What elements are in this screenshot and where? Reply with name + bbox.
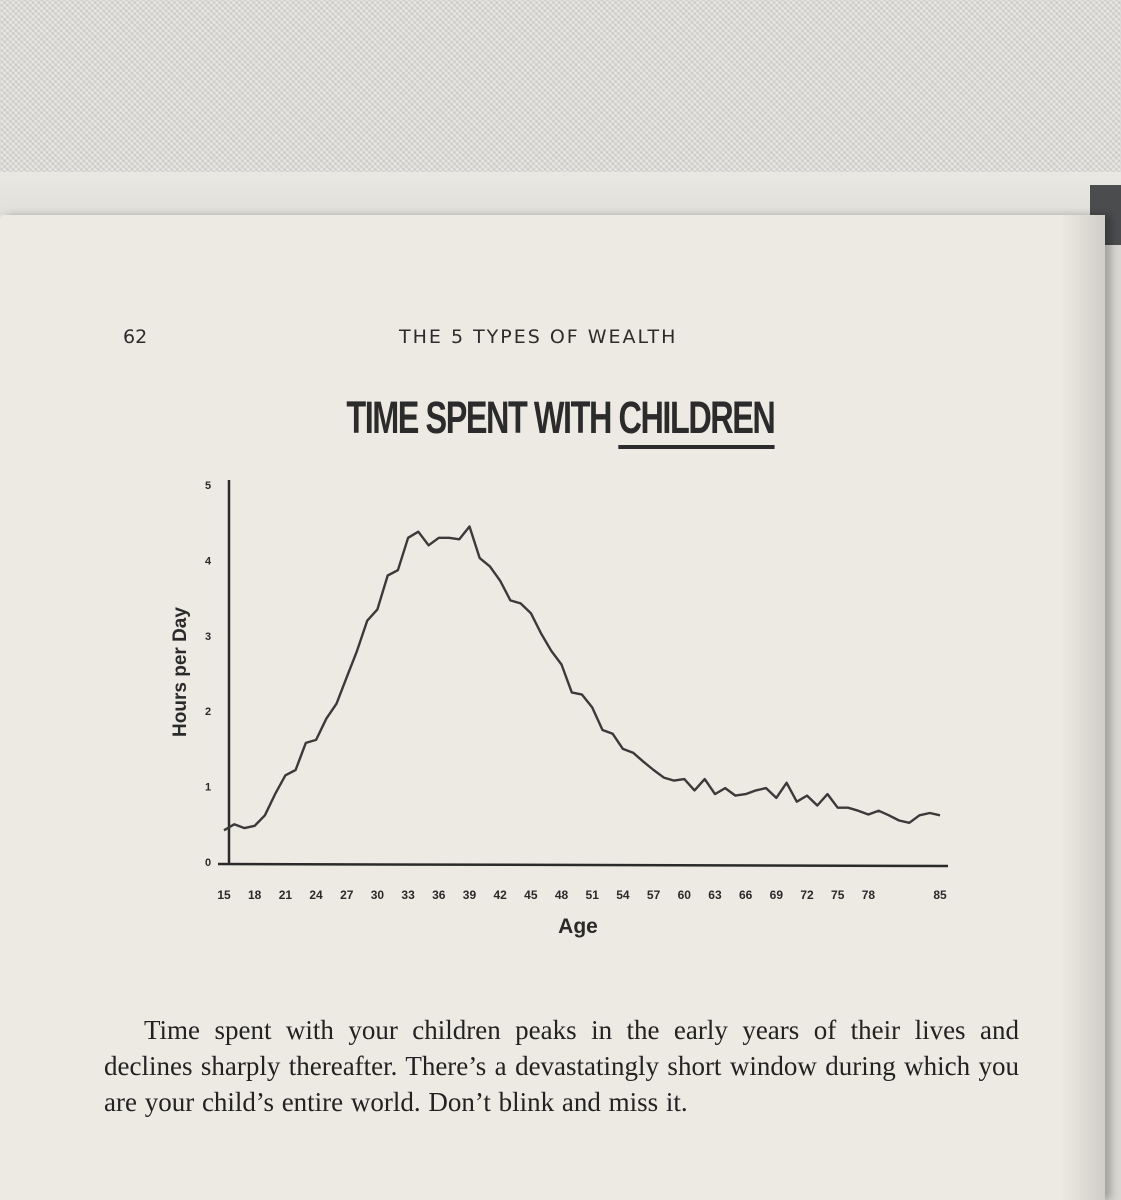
series-line [223, 525, 941, 832]
x-tick-label: 15 [217, 888, 231, 902]
x-tick-label: 33 [401, 888, 415, 902]
x-tick-label: 54 [616, 888, 630, 902]
y-tick-label: 5 [205, 480, 211, 492]
chart-title-start: TIME SPENT WITH [346, 392, 619, 443]
x-tick-label: 42 [493, 888, 507, 902]
x-tick-label: 21 [279, 888, 293, 902]
x-tick-label: 75 [831, 888, 845, 902]
x-tick-label: 66 [739, 888, 753, 902]
y-tick-labels: 0 1 2 3 4 5 [205, 480, 212, 869]
x-tick-label: 39 [463, 888, 477, 902]
chart-title: TIME SPENT WITH CHILDREN [157, 392, 964, 449]
x-tick-label: 51 [586, 888, 600, 902]
y-tick-label: 4 [205, 555, 212, 567]
y-tick-label: 1 [205, 782, 211, 794]
x-tick-label: 48 [555, 888, 569, 902]
x-tick-label: 18 [248, 888, 262, 902]
x-axis-label: Age [558, 915, 598, 938]
book-running-title: THE 5 TYPES OF WEALTH [399, 326, 678, 348]
x-tick-label: 36 [432, 888, 446, 902]
x-tick-label: 60 [678, 888, 692, 902]
caption-paragraph: Time spent with your children peaks in t… [104, 1015, 1019, 1117]
y-axis-label: Hours per Day [170, 607, 191, 737]
y-tick-label: 0 [205, 857, 211, 869]
running-head: 62 THE 5 TYPES OF WEALTH [0, 326, 1121, 356]
chart-axes [217, 480, 949, 868]
y-tick-label: 3 [205, 631, 211, 643]
x-axis-line [217, 862, 949, 868]
page-gutter-shade [1060, 215, 1105, 1200]
x-tick-label: 85 [933, 888, 947, 902]
x-tick-label: 72 [800, 888, 814, 902]
book-page [0, 215, 1105, 1200]
y-tick-label: 2 [205, 706, 211, 718]
x-tick-label: 63 [708, 888, 722, 902]
x-tick-label: 27 [340, 888, 354, 902]
x-tick-label: 24 [309, 888, 323, 902]
page-number: 62 [123, 326, 148, 348]
fabric-background [0, 0, 1121, 200]
x-tick-labels: 15 18 21 24 27 30 33 36 39 42 45 48 51 54 57 60 63 66 69 72… [217, 888, 947, 902]
x-tick-label: 78 [862, 888, 876, 902]
x-tick-label: 69 [770, 888, 784, 902]
chart-title-underlined: CHILDREN [618, 392, 776, 449]
x-tick-label: 57 [647, 888, 661, 902]
x-tick-label: 30 [371, 888, 385, 902]
x-tick-label: 45 [524, 888, 538, 902]
